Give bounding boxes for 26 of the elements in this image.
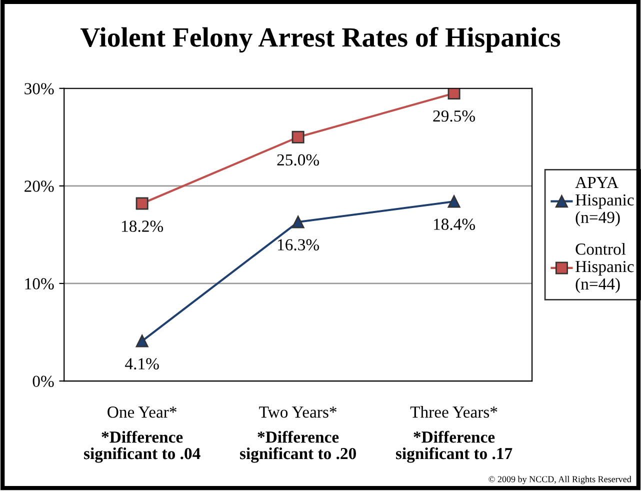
text: *Difference significant to .20 bbox=[240, 430, 356, 463]
point bbox=[292, 130, 304, 144]
y-tick-label: 20% bbox=[24, 180, 54, 192]
text: *Difference significant to .04 bbox=[84, 430, 200, 463]
data-label: 16.3% bbox=[278, 239, 320, 250]
y-tick-label: 10% bbox=[25, 278, 54, 290]
y-tick-label: 30% bbox=[24, 83, 54, 94]
x-tick-label: Two Years* bbox=[259, 406, 336, 418]
point bbox=[136, 334, 148, 348]
data-label: 4.1% bbox=[125, 358, 159, 370]
legend-label: Control Hispanic (n=44) bbox=[576, 243, 634, 293]
text: © 2009 by NCCD, All Rights Reserved bbox=[488, 476, 632, 484]
data-label: 18.4% bbox=[434, 218, 475, 230]
legend-label: APYA Hispanic (n=49) bbox=[575, 176, 634, 226]
point bbox=[448, 195, 460, 208]
data-label: 25.0% bbox=[277, 154, 320, 166]
data-label: 18.2% bbox=[122, 220, 164, 232]
data-label: 29.5% bbox=[433, 110, 475, 122]
x-tick-label: Three Years* bbox=[410, 406, 498, 418]
point bbox=[448, 88, 460, 100]
x-tick-label: One Year* bbox=[108, 406, 176, 418]
text: *Difference significant to .17 bbox=[396, 430, 512, 463]
chart-title: Violent Felony Arrest Rates of Hispanics bbox=[80, 27, 560, 53]
y-tick-label: 0% bbox=[32, 376, 54, 388]
point bbox=[136, 197, 148, 210]
point bbox=[292, 216, 304, 228]
